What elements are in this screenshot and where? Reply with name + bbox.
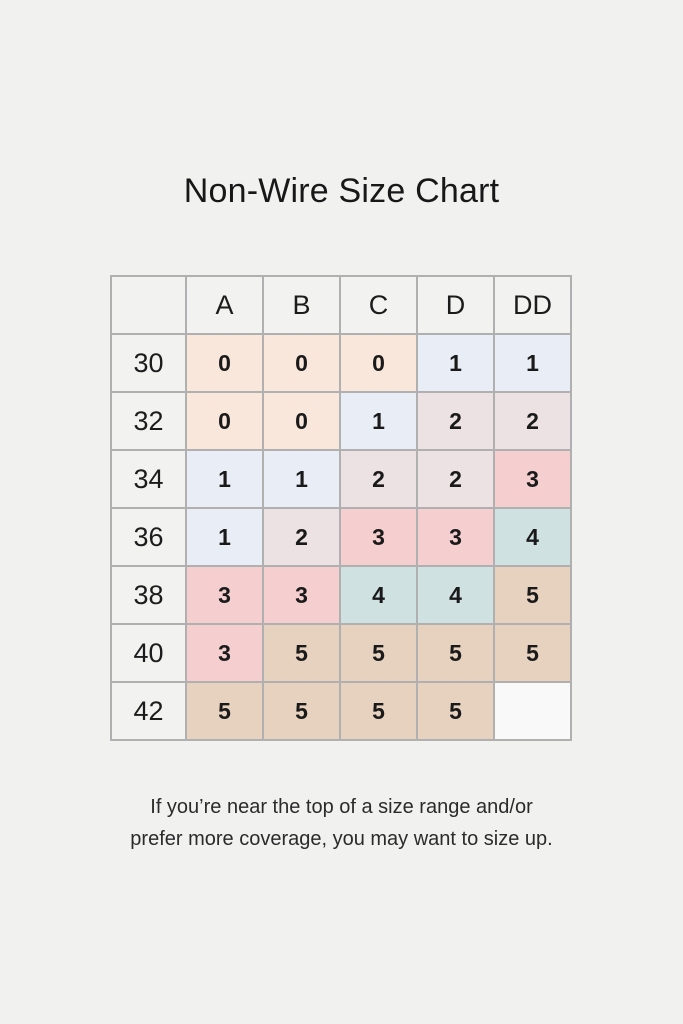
size-up-note-line2: prefer more coverage, you may want to si…	[130, 827, 553, 850]
size-cell: 1	[185, 507, 264, 567]
size-cell: 5	[262, 681, 341, 741]
size-cell: 5	[416, 623, 495, 683]
size-cell: 0	[185, 391, 264, 451]
table-row: 36 1 2 3 3 4	[110, 507, 572, 567]
table-row: 40 3 5 5 5 5	[110, 623, 572, 683]
table-row: 30 0 0 0 1 1	[110, 333, 572, 393]
cup-column-header: B	[262, 275, 341, 335]
size-cell: 5	[416, 681, 495, 741]
band-row-header: 34	[110, 449, 187, 509]
size-cell: 2	[493, 391, 572, 451]
size-cell: 3	[185, 623, 264, 683]
size-cell: 1	[339, 391, 418, 451]
table-row: 42 5 5 5 5	[110, 681, 572, 741]
size-cell: 3	[185, 565, 264, 625]
size-cell: 2	[262, 507, 341, 567]
band-row-header: 36	[110, 507, 187, 567]
size-cell: 1	[416, 333, 495, 393]
size-cell: 5	[185, 681, 264, 741]
header-row: A B C D DD	[110, 275, 572, 335]
size-cell: 1	[493, 333, 572, 393]
size-cell	[493, 681, 572, 741]
size-cell: 3	[416, 507, 495, 567]
table-row: 34 1 1 2 2 3	[110, 449, 572, 509]
cup-column-header: D	[416, 275, 495, 335]
size-cell: 3	[493, 449, 572, 509]
size-cell: 0	[262, 391, 341, 451]
table-row: 38 3 3 4 4 5	[110, 565, 572, 625]
size-cell: 4	[339, 565, 418, 625]
size-chart-body: 30 0 0 0 1 1 32 0 0 1 2 2 34 1 1 2 2 3 36 1 2 3 3 4 38 3 3 4 4 5 40 3 5 5…	[110, 333, 572, 741]
size-cell: 1	[185, 449, 264, 509]
size-cell: 5	[262, 623, 341, 683]
size-cell: 4	[416, 565, 495, 625]
size-cell: 5	[339, 681, 418, 741]
size-cell: 3	[339, 507, 418, 567]
cup-column-header: DD	[493, 275, 572, 335]
band-row-header: 38	[110, 565, 187, 625]
cup-column-header: A	[185, 275, 264, 335]
size-cell: 5	[493, 565, 572, 625]
band-row-header: 42	[110, 681, 187, 741]
size-cell: 0	[262, 333, 341, 393]
cup-column-header: C	[339, 275, 418, 335]
band-row-header: 40	[110, 623, 187, 683]
size-cell: 5	[339, 623, 418, 683]
size-cell: 0	[339, 333, 418, 393]
size-chart-table: A B C D DD 30 0 0 0 1 1 32 0 0 1 2 2 34 1 1 2 2 3 36 1 2 3 3 4 38 3 3 4…	[110, 275, 572, 741]
size-up-note-line1: If you’re near the top of a size range a…	[150, 796, 533, 818]
size-cell: 2	[416, 449, 495, 509]
size-up-note: If you’re near the top of a size range a…	[0, 792, 683, 855]
size-cell: 0	[185, 333, 264, 393]
size-cell: 4	[493, 507, 572, 567]
table-row: 32 0 0 1 2 2	[110, 391, 572, 451]
page-title: Non-Wire Size Chart	[183, 172, 500, 210]
size-cell: 3	[262, 565, 341, 625]
size-cell: 5	[493, 623, 572, 683]
size-cell: 2	[416, 391, 495, 451]
corner-cell	[110, 275, 187, 335]
band-row-header: 32	[110, 391, 187, 451]
size-chart-header: A B C D DD	[110, 275, 572, 335]
size-chart-table-container: A B C D DD 30 0 0 0 1 1 32 0 0 1 2 2 34 1 1 2 2 3 36 1 2 3 3 4 38 3 3 4…	[110, 275, 572, 741]
band-row-header: 30	[110, 333, 187, 393]
size-cell: 1	[262, 449, 341, 509]
size-cell: 2	[339, 449, 418, 509]
